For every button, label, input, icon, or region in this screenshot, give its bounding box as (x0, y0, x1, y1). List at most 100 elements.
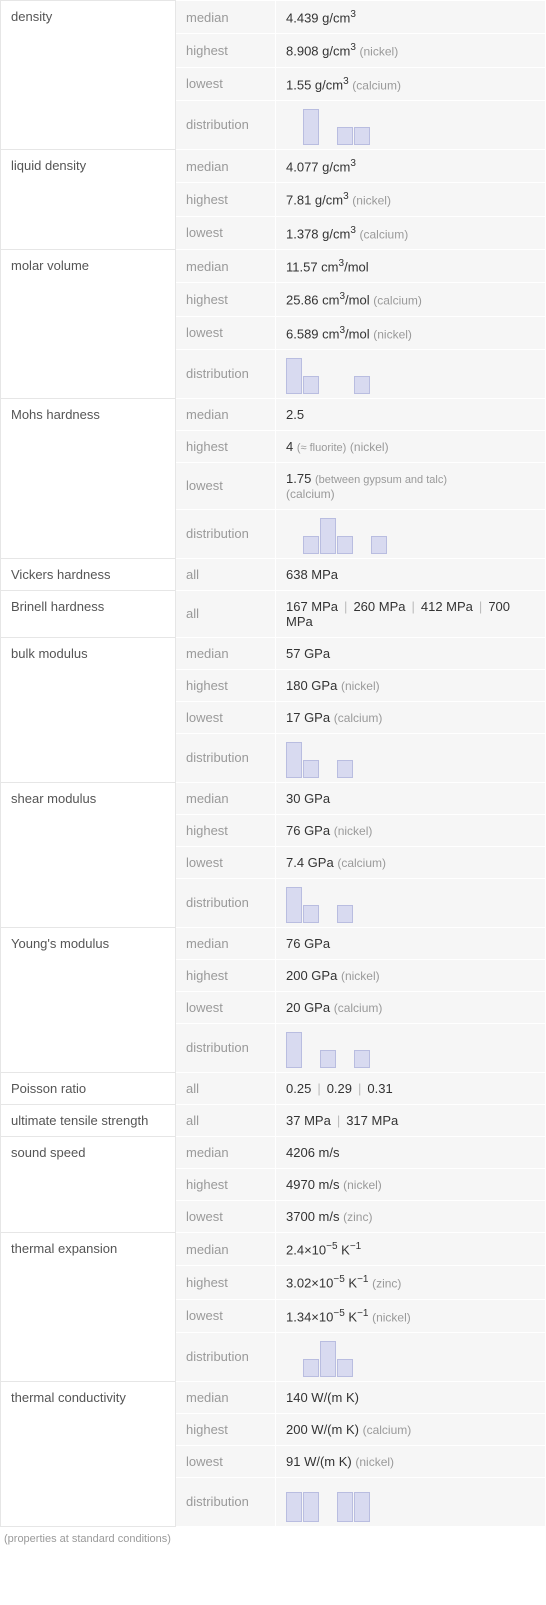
stat-label: all (176, 1072, 276, 1104)
stat-label: highest (176, 814, 276, 846)
value-cell: 7.4 GPa (calcium) (276, 846, 546, 878)
distribution-chart (276, 878, 546, 927)
stat-label: highest (176, 183, 276, 216)
value-cell: 167 MPa|260 MPa|412 MPa|700 MPa (276, 590, 546, 637)
value-cell: 20 GPa (calcium) (276, 991, 546, 1023)
property-name: bulk modulus (1, 637, 176, 782)
footnote: (properties at standard conditions) (0, 1527, 546, 1551)
value-cell: 4970 m/s (nickel) (276, 1168, 546, 1200)
stat-label: distribution (176, 100, 276, 149)
stat-label: highest (176, 283, 276, 316)
table-row: Brinell hardnessall167 MPa|260 MPa|412 M… (1, 590, 546, 637)
distribution-chart (276, 1332, 546, 1381)
stat-label: distribution (176, 509, 276, 558)
value-cell: 4206 m/s (276, 1136, 546, 1168)
stat-label: median (176, 398, 276, 430)
table-row: thermal expansionmedian2.4×10−5 K−1 (1, 1232, 546, 1265)
stat-label: all (176, 590, 276, 637)
value-cell: 3.02×10−5 K−1 (zinc) (276, 1266, 546, 1299)
stat-label: highest (176, 669, 276, 701)
value-cell: 6.589 cm3/mol (nickel) (276, 316, 546, 349)
stat-label: distribution (176, 1477, 276, 1526)
property-name: Poisson ratio (1, 1072, 176, 1104)
stat-label: median (176, 149, 276, 182)
stat-label: distribution (176, 1023, 276, 1072)
value-cell: 180 GPa (nickel) (276, 669, 546, 701)
table-row: Poisson ratioall0.25|0.29|0.31 (1, 1072, 546, 1104)
value-cell: 30 GPa (276, 782, 546, 814)
distribution-chart (276, 349, 546, 398)
property-name: Mohs hardness (1, 398, 176, 558)
table-row: sound speedmedian4206 m/s (1, 1136, 546, 1168)
distribution-chart (276, 1023, 546, 1072)
property-name: Brinell hardness (1, 590, 176, 637)
stat-label: lowest (176, 1299, 276, 1332)
stat-label: lowest (176, 991, 276, 1023)
stat-label: median (176, 782, 276, 814)
table-row: liquid densitymedian4.077 g/cm3 (1, 149, 546, 182)
stat-label: lowest (176, 462, 276, 509)
stat-label: median (176, 249, 276, 282)
stat-label: median (176, 1232, 276, 1265)
value-cell: 140 W/(m K) (276, 1381, 546, 1413)
stat-label: lowest (176, 701, 276, 733)
value-cell: 91 W/(m K) (nickel) (276, 1445, 546, 1477)
value-cell: 0.25|0.29|0.31 (276, 1072, 546, 1104)
property-name: density (1, 1, 176, 150)
stat-label: highest (176, 34, 276, 67)
value-cell: 2.4×10−5 K−1 (276, 1232, 546, 1265)
value-cell: 200 GPa (nickel) (276, 959, 546, 991)
value-cell: 200 W/(m K) (calcium) (276, 1413, 546, 1445)
stat-label: highest (176, 1413, 276, 1445)
stat-label: lowest (176, 316, 276, 349)
distribution-chart (276, 509, 546, 558)
value-cell: 17 GPa (calcium) (276, 701, 546, 733)
value-cell: 4.439 g/cm3 (276, 1, 546, 34)
stat-label: highest (176, 1168, 276, 1200)
distribution-chart (276, 100, 546, 149)
value-cell: 7.81 g/cm3 (nickel) (276, 183, 546, 216)
stat-label: all (176, 1104, 276, 1136)
stat-label: highest (176, 430, 276, 462)
distribution-chart (276, 733, 546, 782)
stat-label: median (176, 1136, 276, 1168)
table-row: molar volumemedian11.57 cm3/mol (1, 249, 546, 282)
value-cell: 37 MPa|317 MPa (276, 1104, 546, 1136)
table-row: Young's modulusmedian76 GPa (1, 927, 546, 959)
value-cell: 4.077 g/cm3 (276, 149, 546, 182)
stat-label: lowest (176, 846, 276, 878)
value-cell: 3700 m/s (zinc) (276, 1200, 546, 1232)
table-row: Vickers hardnessall638 MPa (1, 558, 546, 590)
property-name: liquid density (1, 149, 176, 249)
stat-label: lowest (176, 1445, 276, 1477)
stat-label: distribution (176, 733, 276, 782)
stat-label: distribution (176, 878, 276, 927)
stat-label: distribution (176, 349, 276, 398)
property-name: shear modulus (1, 782, 176, 927)
value-cell: 76 GPa (276, 927, 546, 959)
property-name: Vickers hardness (1, 558, 176, 590)
stat-label: lowest (176, 216, 276, 249)
property-name: thermal expansion (1, 1232, 176, 1381)
value-cell: 11.57 cm3/mol (276, 249, 546, 282)
stat-label: lowest (176, 1200, 276, 1232)
table-row: densitymedian4.439 g/cm3 (1, 1, 546, 34)
value-cell: 1.55 g/cm3 (calcium) (276, 67, 546, 100)
table-row: Mohs hardnessmedian2.5 (1, 398, 546, 430)
value-cell: 25.86 cm3/mol (calcium) (276, 283, 546, 316)
property-name: thermal conductivity (1, 1381, 176, 1526)
stat-label: median (176, 1381, 276, 1413)
stat-label: highest (176, 1266, 276, 1299)
table-row: shear modulusmedian30 GPa (1, 782, 546, 814)
stat-label: lowest (176, 67, 276, 100)
stat-label: median (176, 637, 276, 669)
property-name: ultimate tensile strength (1, 1104, 176, 1136)
stat-label: all (176, 558, 276, 590)
stat-label: median (176, 1, 276, 34)
table-row: bulk modulusmedian57 GPa (1, 637, 546, 669)
value-cell: 4 (≈ fluorite) (nickel) (276, 430, 546, 462)
distribution-chart (276, 1477, 546, 1526)
stat-label: distribution (176, 1332, 276, 1381)
value-cell: 2.5 (276, 398, 546, 430)
stat-label: highest (176, 959, 276, 991)
